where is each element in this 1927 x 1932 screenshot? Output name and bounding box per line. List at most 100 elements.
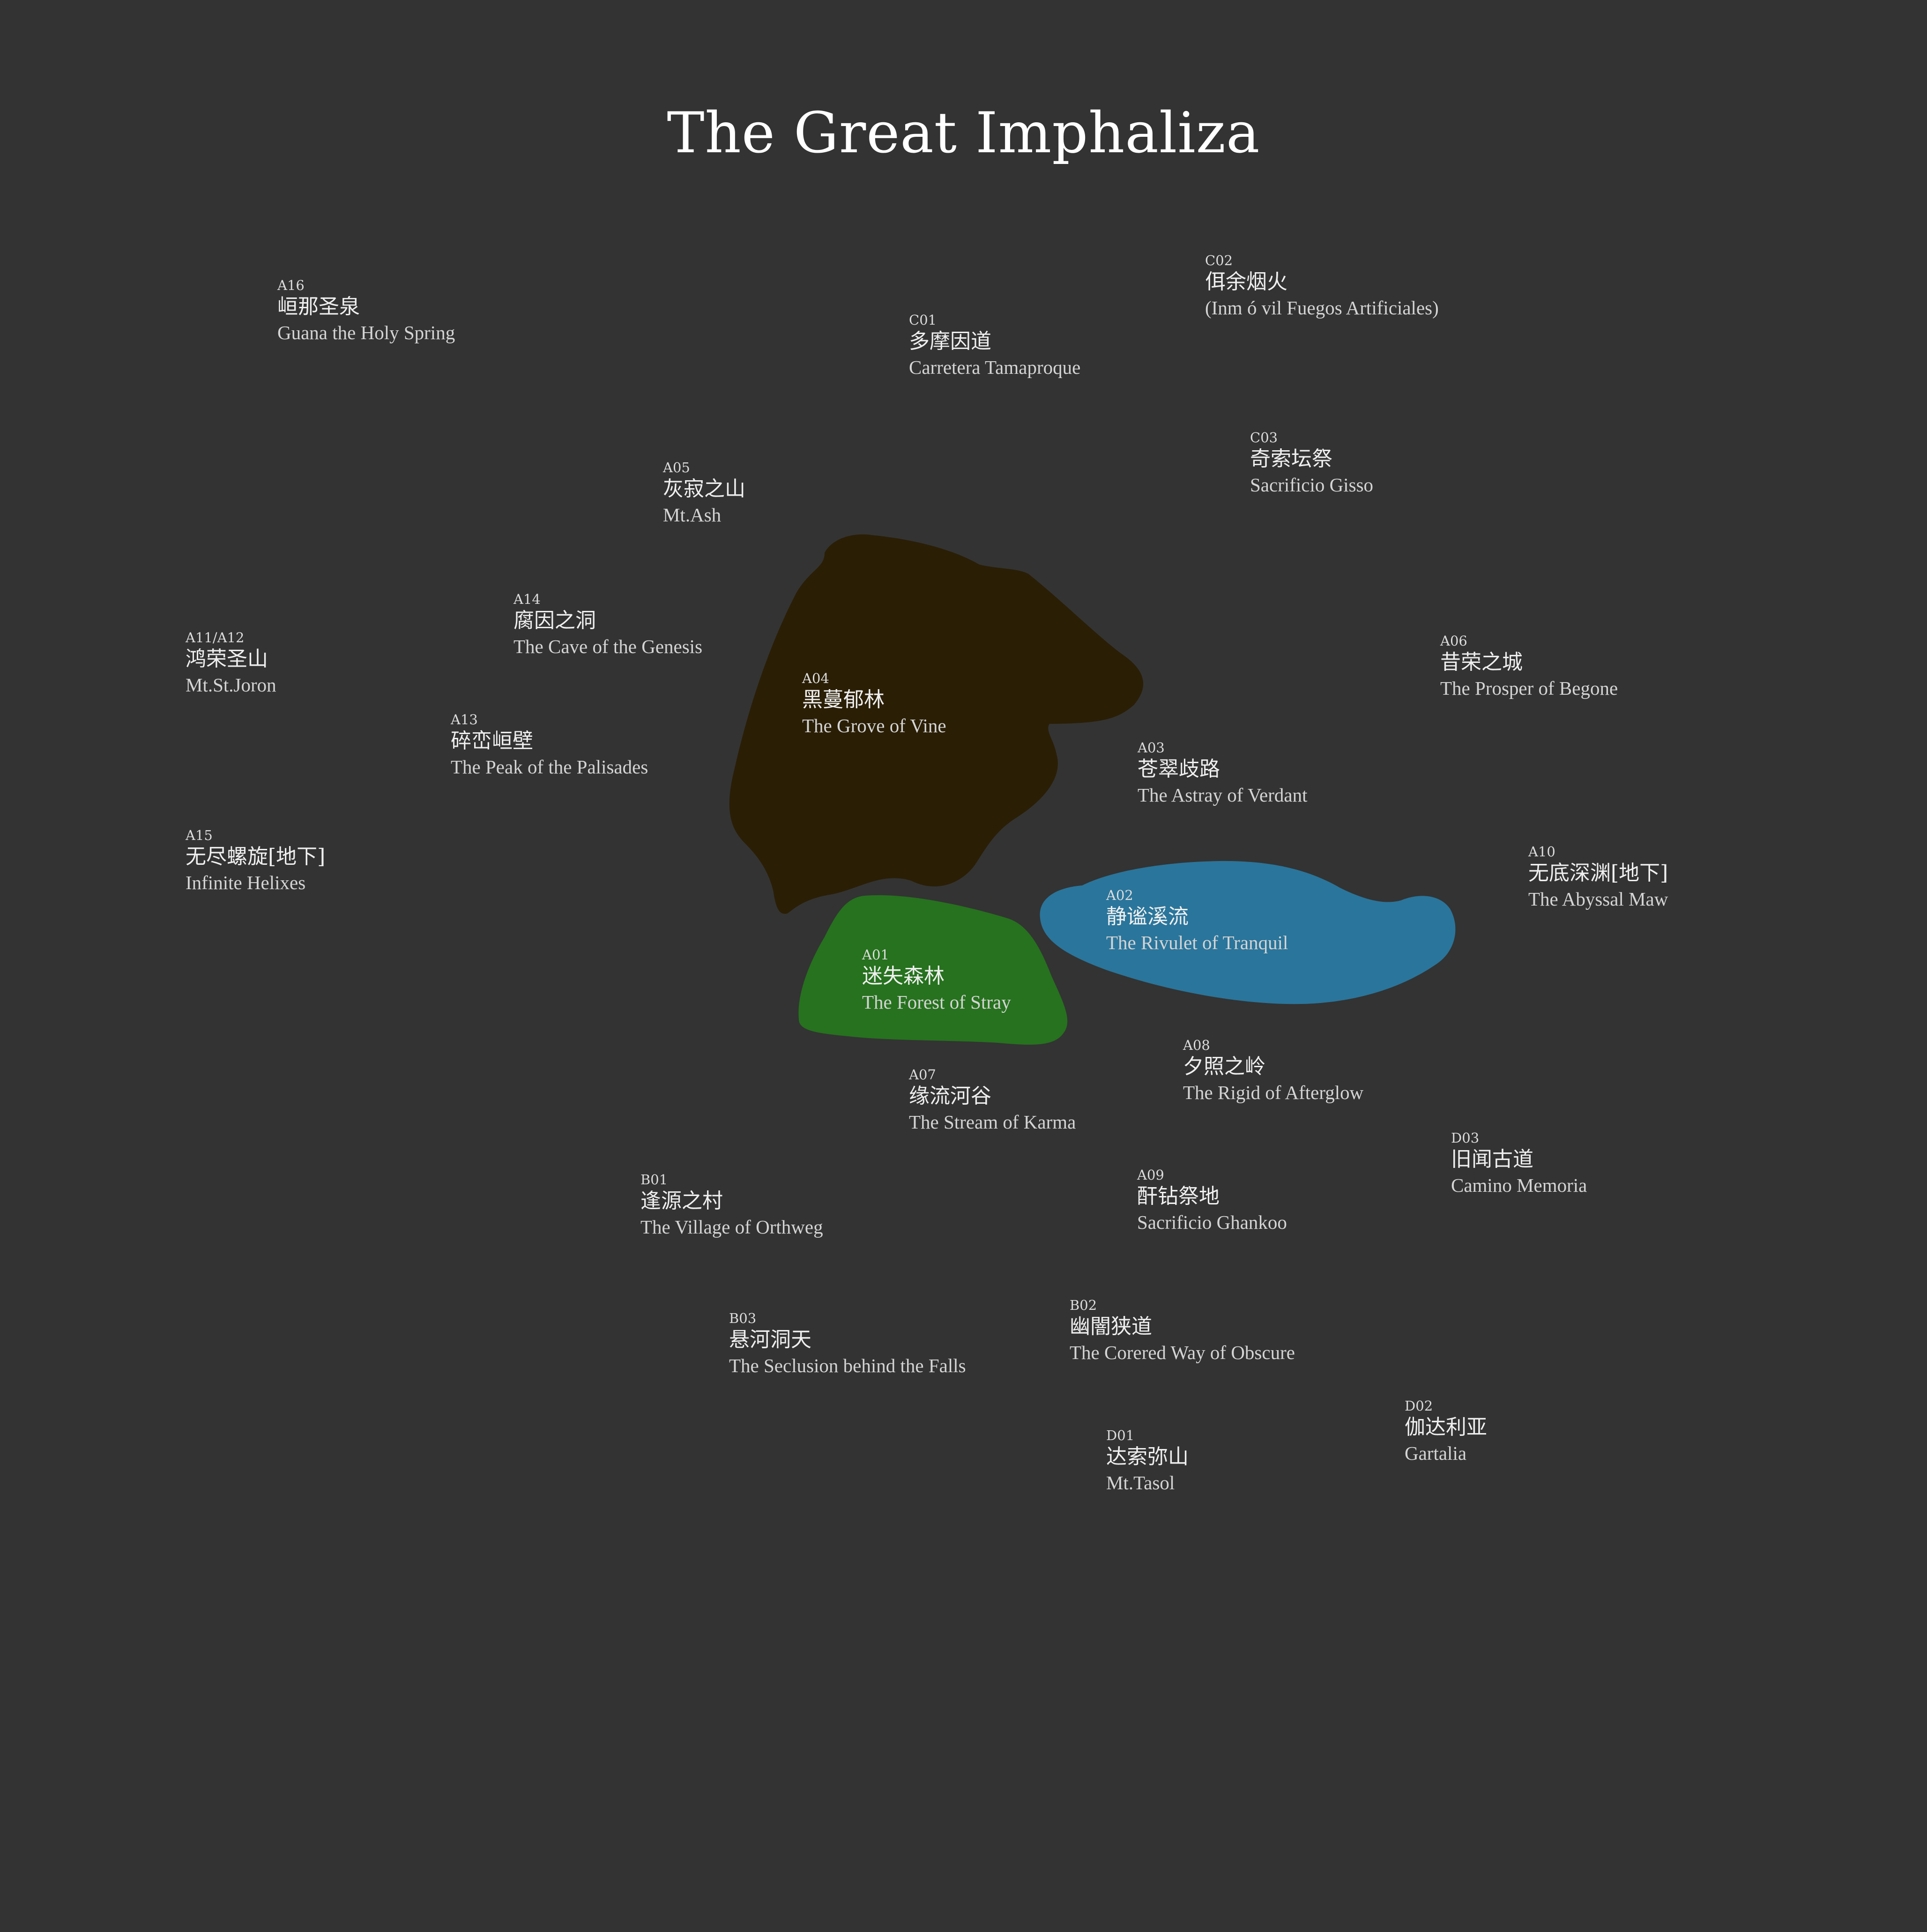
- region-name-cn: 夕照之岭: [1183, 1055, 1265, 1079]
- region-label-a03[interactable]: A03 苍翠歧路 The Astray of Verdant: [1138, 740, 1307, 806]
- region-label-a16[interactable]: A16 峘那圣泉 Guana the Holy Spring: [277, 277, 455, 344]
- region-shape-rivulet-of-tranquil[interactable]: [1040, 861, 1456, 1004]
- region-label-d03[interactable]: D03 旧闻古道 Camino Memoria: [1451, 1130, 1587, 1196]
- region-code: C02: [1205, 253, 1233, 268]
- region-name-cn: 腐因之洞: [513, 609, 596, 633]
- region-code: A11/A12: [186, 630, 245, 646]
- region-label-a09[interactable]: A09 酐钻祭地 Sacrificio Ghankoo: [1137, 1167, 1287, 1234]
- region-name-cn: 无底深渊[地下]: [1528, 861, 1668, 885]
- region-name-en: The Peak of the Palisades: [451, 756, 648, 778]
- region-name-cn: 幽闇狭道: [1070, 1315, 1152, 1339]
- region-name-cn: 悬河洞天: [729, 1328, 811, 1352]
- region-name-en: The Prosper of Begone: [1440, 677, 1618, 699]
- region-label-a08[interactable]: A08 夕照之岭 The Rigid of Afterglow: [1183, 1037, 1364, 1104]
- region-label-a15[interactable]: A15 无尽螺旋[地下] Infinite Helixes: [186, 827, 326, 894]
- region-name-en: The Corered Way of Obscure: [1070, 1341, 1295, 1363]
- region-code: A05: [663, 460, 690, 476]
- region-code: C01: [909, 312, 937, 328]
- region-name-en: Sacrificio Gisso: [1250, 474, 1374, 496]
- region-label-c01[interactable]: C01 多摩因道 Carretera Tamaproque: [909, 312, 1080, 379]
- region-name-en: The Cave of the Genesis: [513, 635, 703, 657]
- region-label-c03[interactable]: C03 奇索坛祭 Sacrificio Gisso: [1250, 430, 1373, 496]
- region-code: C03: [1250, 430, 1278, 446]
- region-label-a02[interactable]: A02 静谧溪流 The Rivulet of Tranquil: [1106, 887, 1288, 954]
- region-name-cn: 伽达利亚: [1405, 1415, 1487, 1440]
- region-code: A04: [802, 670, 829, 686]
- region-code: A08: [1183, 1037, 1210, 1053]
- region-name-cn: 酐钻祭地: [1137, 1184, 1220, 1209]
- region-shape-forest-of-stray[interactable]: [798, 895, 1068, 1045]
- region-code: A01: [862, 947, 889, 963]
- region-code: D01: [1106, 1427, 1135, 1443]
- region-name-en: Guana the Holy Spring: [277, 321, 455, 343]
- region-name-en: Sacrificio Ghankoo: [1137, 1211, 1287, 1233]
- region-label-a14[interactable]: A14 腐因之洞 The Cave of the Genesis: [513, 591, 703, 658]
- region-name-cn: 缘流河谷: [909, 1084, 991, 1108]
- region-label-a13[interactable]: A13 碎峦峘壁 The Peak of the Palisades: [451, 712, 648, 778]
- region-shape-grove-of-vine[interactable]: [729, 534, 1144, 914]
- region-name-en: Mt.St.Joron: [186, 674, 276, 696]
- region-name-cn: 多摩因道: [909, 329, 991, 354]
- region-label-d01[interactable]: D01 达索弥山 Mt.Tasol: [1106, 1427, 1189, 1494]
- region-label-a04[interactable]: A04 黑蔓郁林 The Grove of Vine: [802, 670, 946, 737]
- region-code: D02: [1405, 1398, 1433, 1414]
- region-label-a07[interactable]: A07 缘流河谷 The Stream of Karma: [909, 1067, 1076, 1133]
- region-code: B03: [729, 1310, 757, 1326]
- region-name-en: Gartalia: [1405, 1442, 1467, 1464]
- region-label-a10[interactable]: A10 无底深渊[地下] The Abyssal Maw: [1528, 844, 1668, 910]
- region-code: A09: [1137, 1167, 1164, 1183]
- region-name-cn: 佴余烟火: [1205, 270, 1287, 294]
- region-name-en: Carretera Tamaproque: [909, 356, 1081, 378]
- region-label-b03[interactable]: B03 悬河洞天 The Seclusion behind the Falls: [729, 1310, 966, 1377]
- region-code: B01: [640, 1172, 668, 1188]
- region-label-a05[interactable]: A05 灰寂之山 Mt.Ash: [663, 460, 745, 526]
- region-code: D03: [1451, 1130, 1480, 1146]
- region-name-en: Mt.Ash: [663, 504, 722, 526]
- region-name-en: Camino Memoria: [1451, 1174, 1587, 1196]
- region-name-cn: 苍翠歧路: [1138, 757, 1220, 781]
- region-name-cn: 碎峦峘壁: [451, 729, 533, 753]
- region-label-b01[interactable]: B01 逢源之村 The Village of Orthweg: [640, 1172, 823, 1238]
- region-name-en: The Forest of Stray: [862, 991, 1011, 1013]
- region-name-cn: 灰寂之山: [663, 477, 745, 501]
- region-code: A02: [1106, 887, 1133, 903]
- region-code: A06: [1440, 633, 1467, 649]
- region-name-en: The Rigid of Afterglow: [1183, 1081, 1364, 1103]
- region-name-en: The Seclusion behind the Falls: [729, 1354, 966, 1376]
- region-name-cn: 静谧溪流: [1106, 905, 1189, 929]
- map-title: The Great Imphaliza: [667, 101, 1260, 166]
- region-label-b02[interactable]: B02 幽闇狭道 The Corered Way of Obscure: [1070, 1297, 1295, 1364]
- region-name-en: The Astray of Verdant: [1138, 784, 1308, 806]
- region-name-cn: 无尽螺旋[地下]: [186, 845, 326, 869]
- region-code: A03: [1138, 740, 1165, 756]
- region-name-cn: 奇索坛祭: [1250, 447, 1332, 471]
- region-label-a06[interactable]: A06 昔荣之城 The Prosper of Begone: [1440, 633, 1618, 699]
- region-name-cn: 鸿荣圣山: [186, 647, 268, 671]
- region-code: A13: [451, 712, 478, 728]
- region-name-cn: 黑蔓郁林: [802, 688, 885, 712]
- region-name-en: The Abyssal Maw: [1528, 888, 1668, 910]
- region-label-a01[interactable]: A01 迷失森林 The Forest of Stray: [862, 947, 1011, 1013]
- region-name-cn: 逢源之村: [640, 1189, 723, 1213]
- region-label-d02[interactable]: D02 伽达利亚 Gartalia: [1405, 1398, 1487, 1464]
- region-name-en: The Grove of Vine: [802, 714, 946, 736]
- region-code: A15: [186, 827, 213, 843]
- region-name-cn: 达索弥山: [1106, 1445, 1189, 1469]
- region-code: A07: [909, 1067, 936, 1083]
- region-name-cn: 昔荣之城: [1440, 650, 1523, 675]
- region-name-cn: 峘那圣泉: [277, 295, 360, 319]
- region-name-en: Mt.Tasol: [1106, 1471, 1175, 1494]
- region-code: A10: [1528, 844, 1555, 860]
- region-label-c02[interactable]: C02 佴余烟火 (Inm ó vil Fuegos Artificiales): [1205, 253, 1439, 319]
- region-code: A14: [513, 591, 541, 607]
- region-name-en: The Stream of Karma: [909, 1111, 1076, 1133]
- region-code: B02: [1070, 1297, 1097, 1313]
- region-name-cn: 迷失森林: [862, 964, 945, 988]
- region-name-en: (Inm ó vil Fuegos Artificiales): [1205, 297, 1439, 319]
- region-code: A16: [277, 277, 305, 293]
- region-label-a11-a12[interactable]: A11/A12 鸿荣圣山 Mt.St.Joron: [186, 630, 276, 696]
- region-name-en: The Village of Orthweg: [640, 1216, 823, 1238]
- region-name-en: The Rivulet of Tranquil: [1106, 931, 1288, 953]
- region-name-en: Infinite Helixes: [186, 871, 306, 893]
